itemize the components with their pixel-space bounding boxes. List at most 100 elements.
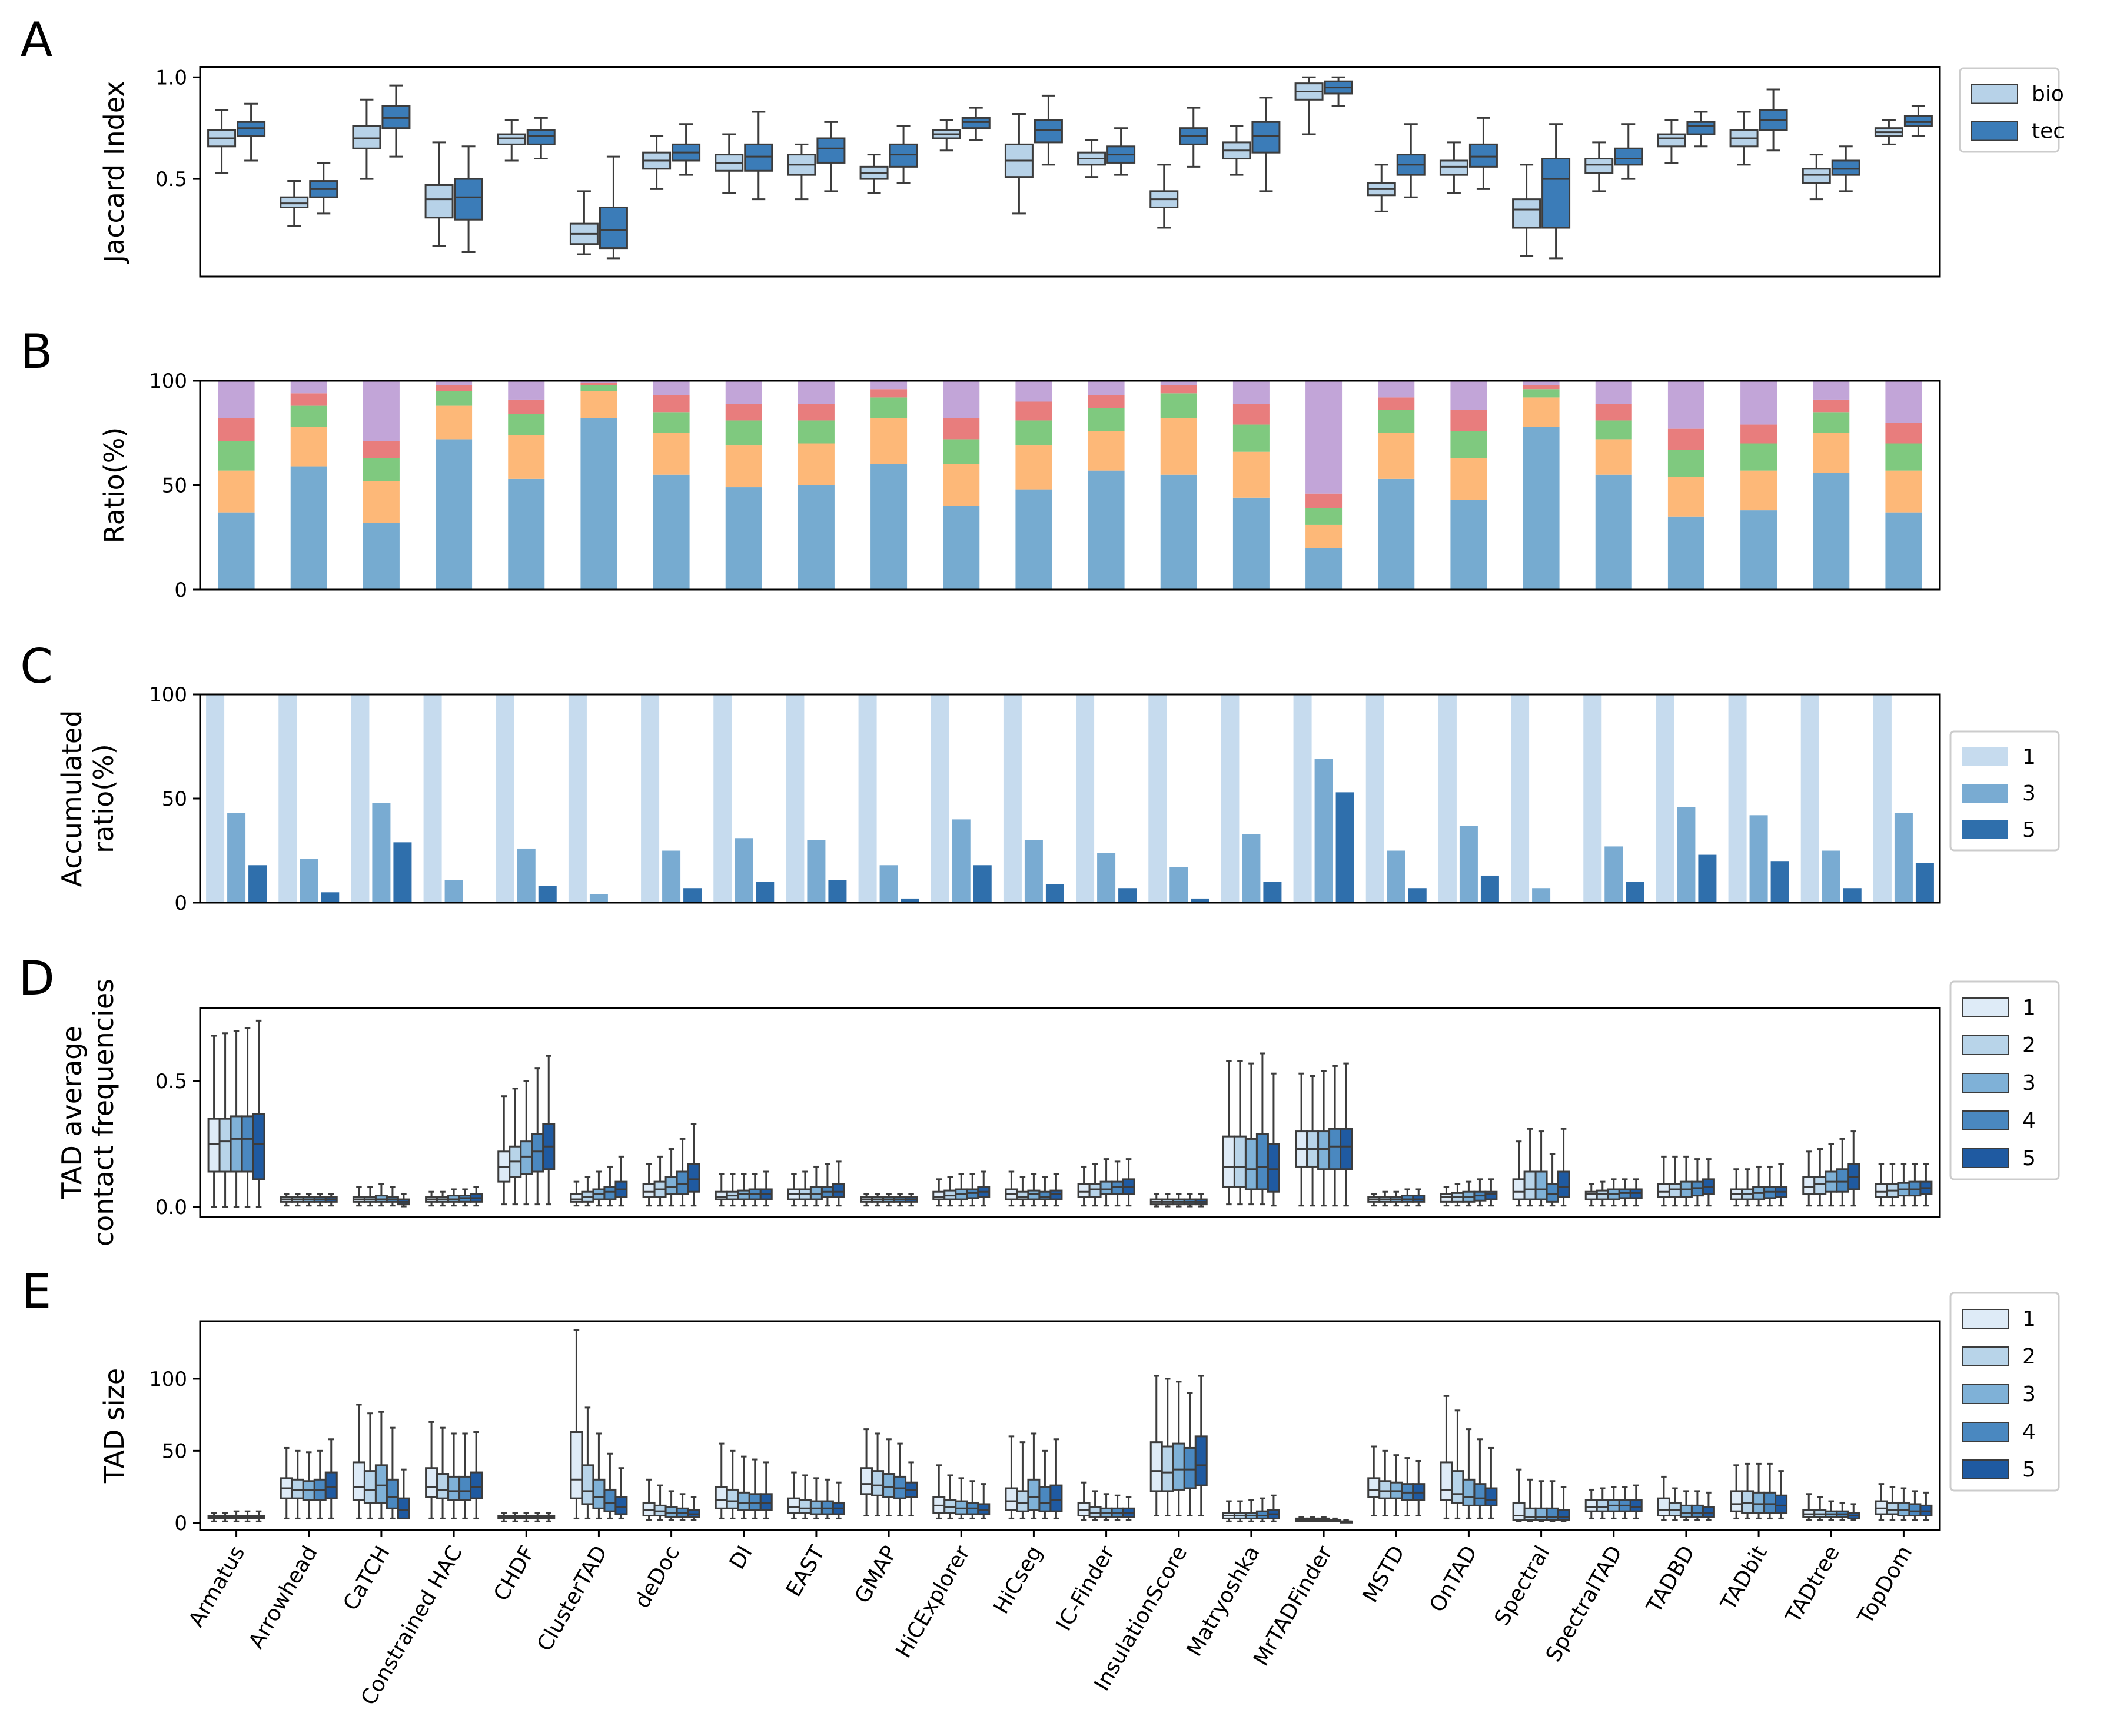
box-group-4 xyxy=(1618,1178,1631,1207)
box-group-2 xyxy=(363,1412,377,1519)
bar-3 xyxy=(517,848,536,903)
box-iqr xyxy=(425,1467,438,1498)
stacked-bar-segment xyxy=(1160,385,1197,394)
box-group-4 xyxy=(893,1442,907,1517)
box-iqr xyxy=(363,1470,377,1504)
box-group-3 xyxy=(1897,1163,1910,1207)
bar-5 xyxy=(1191,898,1209,903)
box-group-4 xyxy=(386,1426,399,1519)
bar-1 xyxy=(713,694,732,903)
box-group-1 xyxy=(642,1478,656,1521)
bar-1 xyxy=(858,694,877,903)
box-bio xyxy=(1222,125,1251,176)
box-group-1 xyxy=(932,1178,946,1207)
box-iqr xyxy=(1440,1193,1453,1203)
box-iqr xyxy=(1317,1130,1331,1170)
legend-label: 5 xyxy=(2022,818,2036,842)
legend-swatch xyxy=(1962,1073,2009,1093)
stacked-bar-segment xyxy=(1740,381,1777,425)
legend-swatch xyxy=(1962,747,2008,766)
box-iqr xyxy=(1690,1504,1704,1518)
x-tick-label: EAST xyxy=(782,1541,830,1601)
box-iqr xyxy=(1831,159,1860,176)
bar-5 xyxy=(393,842,412,903)
stacked-bar-segment xyxy=(653,433,690,475)
box-group-4 xyxy=(1183,1392,1197,1517)
box-group-4 xyxy=(676,1138,689,1207)
box-iqr xyxy=(1668,1183,1682,1198)
box-group-1 xyxy=(207,1512,221,1522)
box-group-5 xyxy=(1484,1446,1498,1519)
box-iqr xyxy=(352,1461,365,1501)
stacked-bar-segment xyxy=(508,478,545,590)
panel-letter: D xyxy=(18,951,55,1006)
bar-3 xyxy=(952,819,971,903)
box-iqr xyxy=(1523,1170,1537,1200)
stacked-bar-segment xyxy=(1813,473,1850,590)
box-group-3 xyxy=(664,1490,678,1521)
box-group-2 xyxy=(871,1193,885,1207)
stacked-bar-segment xyxy=(218,470,255,513)
box-group-4 xyxy=(313,1193,327,1207)
axes-frame xyxy=(199,1320,1941,1531)
box-group-5 xyxy=(1340,1519,1353,1524)
stacked-bar-segment xyxy=(1523,427,1560,590)
box-group-1 xyxy=(860,1428,873,1517)
box-tec xyxy=(526,117,556,160)
bar-5 xyxy=(1626,882,1644,903)
stacked-bar-segment xyxy=(1305,381,1343,494)
box-bio xyxy=(642,135,672,190)
box-iqr xyxy=(882,1473,896,1498)
box-group-4 xyxy=(603,1165,617,1207)
stacked-bar-segment xyxy=(1232,451,1270,498)
panel-C: C 0 50 100 Accumulated ratio(%) 1 3 5 xyxy=(20,639,2060,915)
stacked-bar-segment xyxy=(1595,474,1632,590)
box-iqr xyxy=(436,1473,450,1499)
box-group-4 xyxy=(676,1493,689,1521)
stacked-bar-segment xyxy=(1378,478,1415,590)
box-iqr xyxy=(809,1186,823,1200)
bar-3 xyxy=(589,894,608,903)
box-iqr xyxy=(1222,1135,1235,1188)
box-group-3 xyxy=(1244,1062,1258,1206)
stacked-bar-segment xyxy=(1088,381,1125,395)
stacked-bar-segment xyxy=(436,405,473,440)
box-group-3 xyxy=(1317,1070,1331,1207)
bar-3 xyxy=(1314,759,1333,903)
bar-5 xyxy=(756,882,775,903)
box-iqr xyxy=(237,121,266,138)
stacked-bar-segment xyxy=(1378,433,1415,479)
legend-label: tec xyxy=(2032,119,2065,144)
box-iqr xyxy=(458,1475,472,1501)
axes-frame xyxy=(199,66,1941,278)
bar-3 xyxy=(444,880,463,903)
box-tec xyxy=(1396,123,1426,198)
box-group-5 xyxy=(1122,1496,1135,1521)
legend-label: 3 xyxy=(2022,1382,2036,1406)
box-iqr xyxy=(715,1190,728,1200)
box-group-1 xyxy=(1149,1375,1163,1517)
box-group-1 xyxy=(1584,1183,1598,1207)
bar-3 xyxy=(662,850,681,903)
box-group-5 xyxy=(1557,1486,1570,1522)
box-iqr xyxy=(1183,1446,1197,1489)
box-tec xyxy=(816,121,846,192)
box-group-3 xyxy=(882,1193,896,1207)
box-group-3 xyxy=(592,1170,606,1207)
box-tec xyxy=(599,155,628,260)
box-group-4 xyxy=(748,1173,762,1207)
y-tick-label: 50 xyxy=(162,787,187,811)
legend-label: 4 xyxy=(2022,1109,2036,1133)
box-iqr xyxy=(424,184,454,219)
box-group-4 xyxy=(531,1067,544,1206)
y-tick-label: 0.0 xyxy=(155,1196,187,1219)
box-group-5 xyxy=(470,1186,483,1207)
box-group-2 xyxy=(1596,1487,1609,1519)
box-iqr xyxy=(207,1118,221,1173)
box-iqr xyxy=(832,1183,845,1198)
box-bio xyxy=(1874,119,1903,145)
box-group-3 xyxy=(1172,1381,1185,1517)
box-group-4 xyxy=(1546,1153,1559,1207)
stacked-bar-segment xyxy=(1232,381,1270,404)
box-group-1 xyxy=(1367,1445,1381,1517)
